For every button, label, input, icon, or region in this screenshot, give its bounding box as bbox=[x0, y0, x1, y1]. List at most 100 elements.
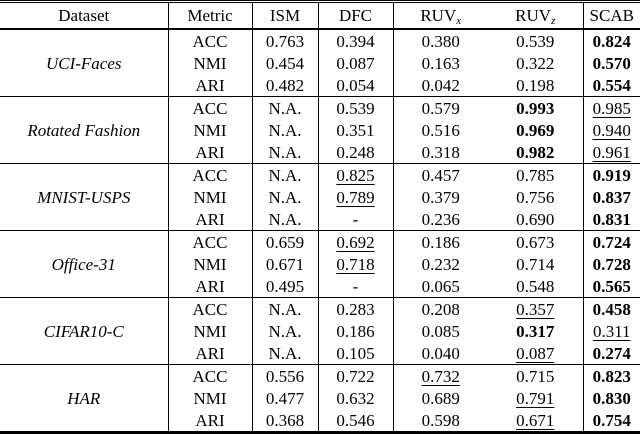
metric-cell: ARI bbox=[168, 409, 253, 433]
value-cell: 0.724 bbox=[592, 232, 631, 252]
dataset-cell: UCI-Faces bbox=[0, 29, 169, 97]
table-row: NMI N.A. 0.351 0.516 0.969 0.940 bbox=[0, 119, 640, 141]
dataset-group: Rotated Fashion ACC N.A. 0.539 0.579 0.993 0.9… bbox=[0, 96, 640, 164]
value-cell: 0.554 bbox=[592, 75, 631, 95]
value-cell: 0.087 bbox=[318, 52, 394, 74]
dataset-group: Office-31 ACC 0.659 0.692 0.186 0.673 0.724 NMI… bbox=[0, 230, 640, 298]
value-cell: 0.318 bbox=[421, 142, 460, 162]
value-cell: 0.728 bbox=[592, 254, 631, 274]
value-cell: 0.477 bbox=[252, 387, 319, 409]
metric-cell: ARI bbox=[168, 275, 253, 298]
value-cell: 0.042 bbox=[421, 75, 460, 95]
header-cell-dfc: DFC bbox=[318, 1, 394, 30]
value-cell: 0.457 bbox=[421, 165, 460, 185]
table-row: NMI N.A. 0.789 0.379 0.756 0.837 bbox=[0, 186, 640, 208]
value-cell: 0.482 bbox=[252, 74, 319, 97]
metric-cell: ACC bbox=[168, 230, 253, 253]
value-cell: N.A. bbox=[252, 342, 319, 365]
value-cell: 0.830 bbox=[592, 388, 631, 408]
value-cell: N.A. bbox=[252, 186, 319, 208]
value-cell: 0.831 bbox=[592, 209, 631, 229]
metric-cell: NMI bbox=[168, 320, 253, 342]
dataset-cell: Rotated Fashion bbox=[0, 96, 169, 164]
value-cell: 0.458 bbox=[592, 299, 631, 319]
header-cell-ruv-z: RUVz bbox=[488, 1, 584, 30]
value-cell: 0.311 bbox=[592, 321, 631, 341]
value-cell: 0.198 bbox=[488, 74, 584, 97]
table-row: UCI-Faces ACC 0.763 0.394 0.380 0.539 0.824 bbox=[0, 29, 640, 97]
value-cell: 0.105 bbox=[318, 342, 394, 365]
value-cell: 0.756 bbox=[488, 186, 584, 208]
metric-cell: ARI bbox=[168, 141, 253, 164]
table-row: ARI 0.495- 0.065 0.548 0.565 bbox=[0, 275, 640, 298]
value-cell: 0.548 bbox=[488, 275, 584, 298]
table-header: Dataset Metric ISM DFC RUVx RUVz SCAB bbox=[0, 1, 640, 30]
value-cell: 0.722 bbox=[318, 364, 394, 387]
value-cell: 0.659 bbox=[252, 230, 319, 253]
dataset-cell: MNIST-USPS bbox=[0, 163, 169, 231]
value-cell: 0.671 bbox=[252, 253, 319, 275]
table-row: ARI N.A. - 0.236 0.690 0.831 bbox=[0, 208, 640, 231]
value-cell: N.A. bbox=[252, 208, 319, 231]
value-cell: 0.394 bbox=[318, 29, 394, 52]
header-cell-scab: SCAB bbox=[583, 1, 640, 30]
metric-cell: ARI bbox=[168, 342, 253, 365]
value-cell: 0.715 bbox=[488, 364, 584, 387]
value-cell: N.A. bbox=[252, 297, 319, 320]
value-cell: 0.763 bbox=[252, 29, 319, 52]
metric-cell: ACC bbox=[168, 364, 253, 387]
header-cell-ism: ISM bbox=[252, 1, 319, 30]
table-row: NMI 0.671 0.718 0.232 0.714 0.728 bbox=[0, 253, 640, 275]
value-cell: 0.690 bbox=[488, 208, 584, 231]
table-row: ARI 0.368 0.546 0.598 0.671 0.754 bbox=[0, 409, 640, 433]
dataset-cell: Office-31 bbox=[0, 230, 169, 298]
value-cell: 0.823 bbox=[592, 366, 631, 386]
ruv-z-subscript: z bbox=[551, 15, 556, 27]
value-cell: - bbox=[318, 275, 394, 298]
value-cell: 0.714 bbox=[488, 253, 584, 275]
dataset-group: HAR ACC 0.556 0.722 0.732 0.715 0.823 NMI 0.477 0… bbox=[0, 364, 640, 433]
table-row: NMI 0.477 0.632 0.689 0.791 0.830 bbox=[0, 387, 640, 409]
dataset-group: MNIST-USPS ACC N.A. 0.825 0.457 0.785 0.919 NMI… bbox=[0, 163, 640, 231]
value-cell: 0.961 bbox=[592, 142, 631, 162]
value-cell: 0.085 bbox=[421, 321, 460, 341]
value-cell: 0.837 bbox=[592, 187, 631, 207]
value-cell: - bbox=[318, 208, 394, 231]
value-cell: 0.689 bbox=[421, 388, 460, 408]
value-cell: 0.054 bbox=[318, 74, 394, 97]
value-cell: 0.495 bbox=[252, 275, 319, 298]
value-cell: 0.040 bbox=[421, 343, 460, 363]
value-cell: 0.351 bbox=[318, 119, 394, 141]
value-cell: 0.969 bbox=[488, 119, 584, 141]
value-cell: 0.789 bbox=[318, 186, 394, 208]
table-row: NMI 0.454 0.087 0.163 0.322 0.570 bbox=[0, 52, 640, 74]
value-cell: 0.785 bbox=[488, 163, 584, 186]
table-row: Office-31 ACC 0.659 0.692 0.186 0.673 0.724 bbox=[0, 230, 640, 298]
value-cell: 0.824 bbox=[592, 31, 631, 51]
table-row: HAR ACC 0.556 0.722 0.732 0.715 0.823 bbox=[0, 364, 640, 433]
value-cell: 0.087 bbox=[488, 342, 584, 365]
metric-cell: ACC bbox=[168, 297, 253, 320]
metric-cell: ARI bbox=[168, 208, 253, 231]
ruv-x-base: RUV bbox=[420, 6, 457, 25]
value-cell: 0.546 bbox=[318, 409, 394, 433]
value-cell: 0.993 bbox=[488, 96, 584, 119]
value-cell: 0.454 bbox=[252, 52, 319, 74]
header-row: Dataset Metric ISM DFC RUVx RUVz SCAB bbox=[0, 1, 640, 30]
header-cell-ruv-x: RUVx bbox=[393, 1, 488, 30]
table-row: MNIST-USPS ACC N.A. 0.825 0.457 0.785 0.919 bbox=[0, 163, 640, 231]
value-cell: 0.317 bbox=[488, 320, 584, 342]
value-cell: 0.598 bbox=[421, 410, 460, 430]
value-cell: 0.065 bbox=[421, 276, 460, 296]
value-cell: 0.985 bbox=[592, 98, 631, 118]
value-cell: N.A. bbox=[252, 141, 319, 164]
value-cell: 0.283 bbox=[318, 297, 394, 320]
table-row: NMI N.A. 0.186 0.085 0.317 0.311 bbox=[0, 320, 640, 342]
table-row: ARI N.A. 0.248 0.318 0.982 0.961 bbox=[0, 141, 640, 164]
value-cell: N.A. bbox=[252, 320, 319, 342]
value-cell: 0.754 bbox=[592, 410, 631, 430]
value-cell: 0.673 bbox=[488, 230, 584, 253]
dataset-group: CIFAR10-C ACC N.A. 0.283 0.208 0.357 0.458 NMI N… bbox=[0, 297, 640, 365]
value-cell: 0.940 bbox=[592, 120, 631, 140]
